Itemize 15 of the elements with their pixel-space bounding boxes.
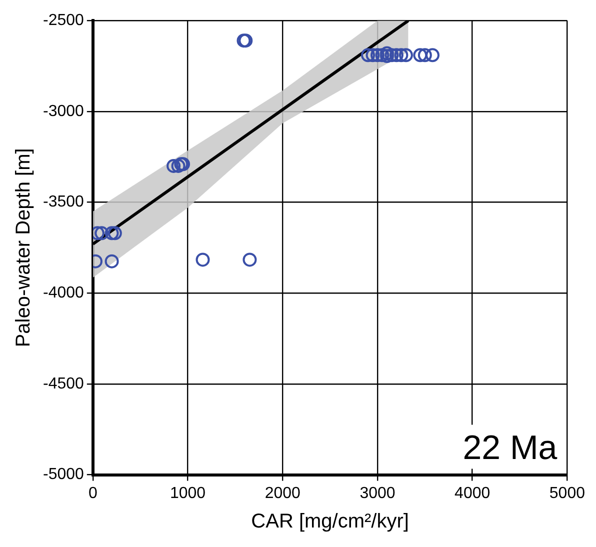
y-tick-label: -2500 <box>43 12 84 30</box>
x-tick-label: 4000 <box>454 484 490 502</box>
x-tick-label: 5000 <box>549 484 586 502</box>
x-tick-label: 2000 <box>264 484 301 502</box>
x-tick-label: 3000 <box>360 484 396 502</box>
x-tick-label: 0 <box>88 484 98 502</box>
y-axis-title: Paleo-water Depth [m] <box>12 148 35 348</box>
x-axis-title: CAR [mg/cm²/kyr] <box>251 510 409 533</box>
annotation: 22 Ma <box>462 429 558 468</box>
y-tick-label: -4000 <box>43 284 84 302</box>
y-tick-label: -5000 <box>43 466 84 484</box>
x-tick-label: 1000 <box>170 484 206 502</box>
y-tick-label: -3500 <box>43 194 84 211</box>
y-tick-label: -3000 <box>43 102 84 120</box>
y-tick-label: -4500 <box>43 375 84 392</box>
